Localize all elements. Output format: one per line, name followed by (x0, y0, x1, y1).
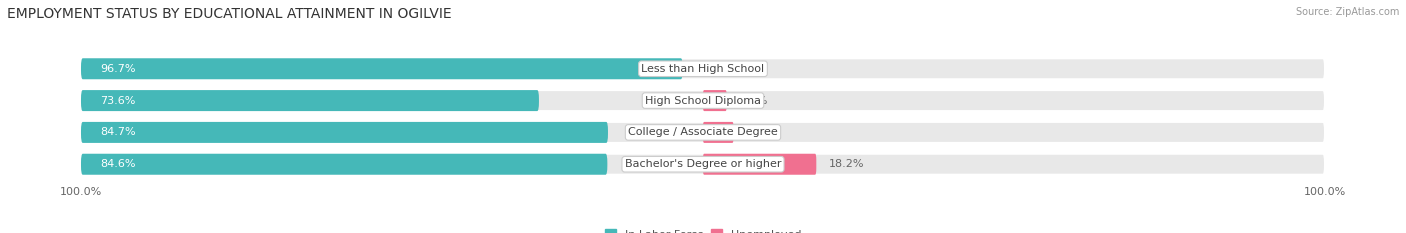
FancyBboxPatch shape (82, 58, 682, 79)
FancyBboxPatch shape (703, 122, 734, 143)
Text: High School Diploma: High School Diploma (645, 96, 761, 106)
FancyBboxPatch shape (82, 58, 1324, 79)
FancyBboxPatch shape (82, 122, 607, 143)
Text: 73.6%: 73.6% (100, 96, 135, 106)
Text: Less than High School: Less than High School (641, 64, 765, 74)
Text: Bachelor's Degree or higher: Bachelor's Degree or higher (624, 159, 782, 169)
Text: Source: ZipAtlas.com: Source: ZipAtlas.com (1295, 7, 1399, 17)
Text: 84.6%: 84.6% (100, 159, 135, 169)
Text: 0.0%: 0.0% (716, 64, 744, 74)
Text: College / Associate Degree: College / Associate Degree (628, 127, 778, 137)
FancyBboxPatch shape (82, 90, 1324, 111)
FancyBboxPatch shape (703, 90, 727, 111)
Text: 18.2%: 18.2% (828, 159, 865, 169)
Text: EMPLOYMENT STATUS BY EDUCATIONAL ATTAINMENT IN OGILVIE: EMPLOYMENT STATUS BY EDUCATIONAL ATTAINM… (7, 7, 451, 21)
FancyBboxPatch shape (82, 90, 538, 111)
Text: 3.8%: 3.8% (740, 96, 768, 106)
Text: 96.7%: 96.7% (100, 64, 135, 74)
FancyBboxPatch shape (82, 154, 607, 175)
Text: 4.9%: 4.9% (747, 127, 775, 137)
FancyBboxPatch shape (82, 154, 1324, 175)
Legend: In Labor Force, Unemployed: In Labor Force, Unemployed (600, 225, 806, 233)
FancyBboxPatch shape (703, 154, 817, 175)
FancyBboxPatch shape (82, 122, 1324, 143)
Text: 84.7%: 84.7% (100, 127, 135, 137)
